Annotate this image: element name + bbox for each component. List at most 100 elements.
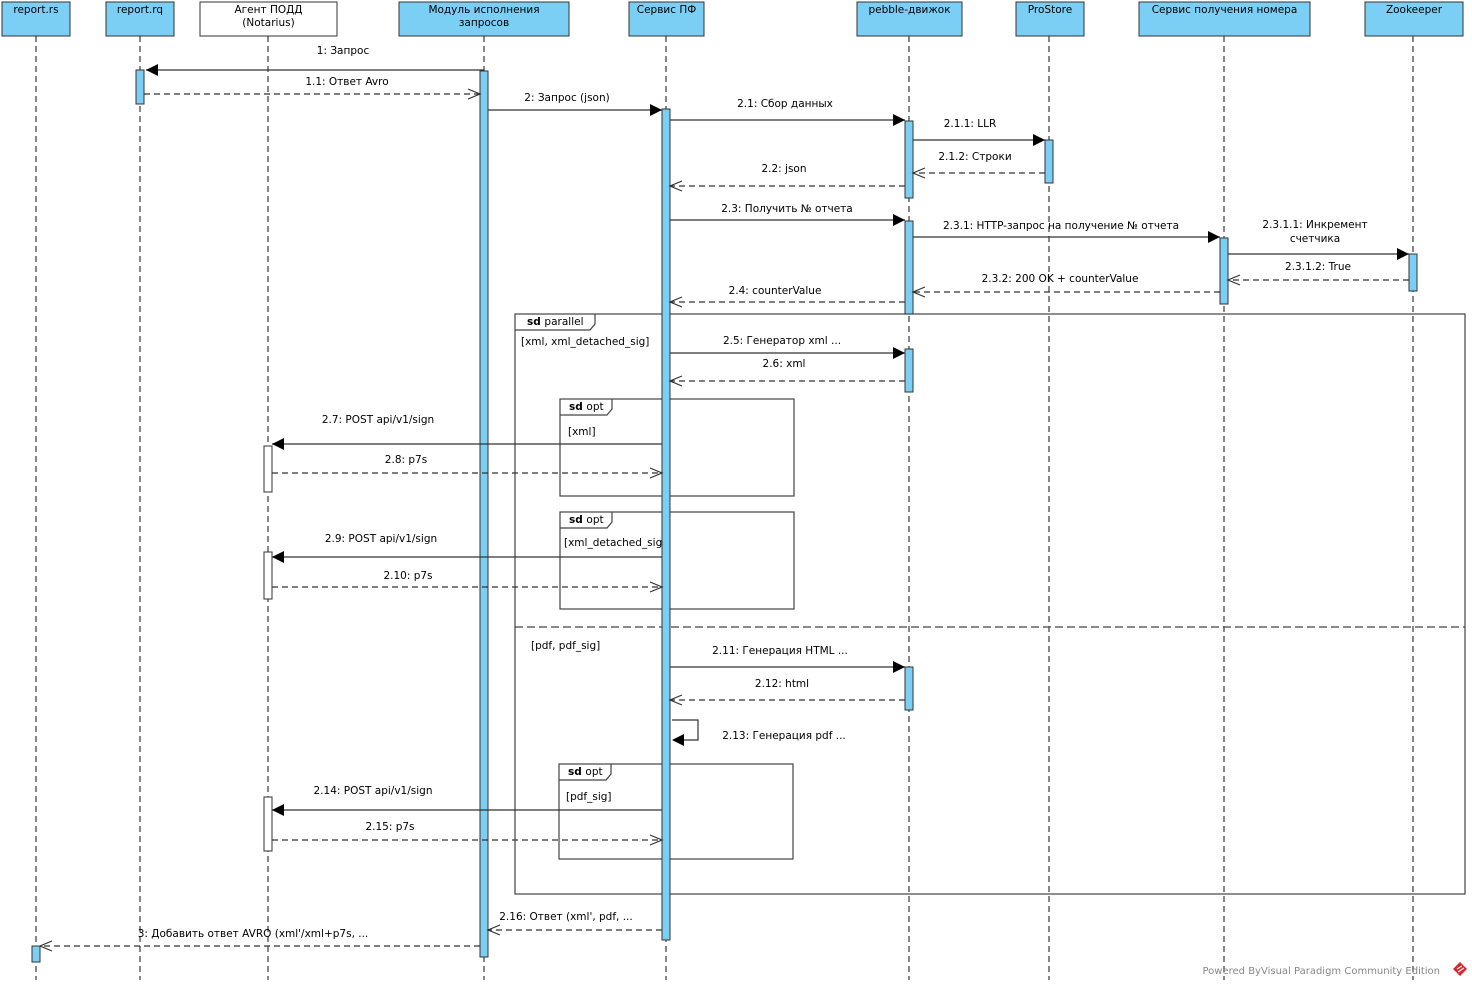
message-arrow: 2: Запрос (json) <box>488 92 662 116</box>
arrowhead-filled-icon <box>272 438 284 450</box>
message-label: 3: Добавить ответ AVRO (xml'/xml+p7s, ..… <box>138 928 369 940</box>
fragment-guard: [pdf_sig] <box>566 791 612 803</box>
message-label: 2.3.2: 200 OK + counterValue <box>982 273 1139 285</box>
fragment-opt: sd opt [xml] <box>559 398 795 497</box>
message-label: 2.11: Генерация HTML ... <box>712 645 848 657</box>
fragment-label: sd opt <box>569 401 604 413</box>
message-label: 2.1.1: LLR <box>944 118 997 130</box>
activation-bar-pebble <box>904 348 914 393</box>
fragment-guard: [xml_detached_sig] <box>564 537 666 549</box>
activation-bar-pebble <box>904 120 914 199</box>
message-arrow: 2.1: Сбор данных <box>670 98 905 126</box>
arrowhead-filled-icon <box>893 114 905 126</box>
activation-bar-agent <box>263 551 273 600</box>
arrowhead-filled-icon <box>146 64 158 76</box>
message-label: 2.4: counterValue <box>729 285 822 297</box>
participant-box <box>398 1 570 37</box>
participant-label: запросов <box>459 17 509 29</box>
participant-rq: report.rq <box>105 1 175 37</box>
fragment-label: sd opt <box>568 766 603 778</box>
activation-bar-pebble <box>904 220 914 315</box>
message-arrow: 3: Добавить ответ AVRO (xml'/xml+p7s, ..… <box>38 928 480 952</box>
arrowhead-open-icon <box>649 581 664 593</box>
message-label: 2.5: Генератор xml ... <box>723 335 841 347</box>
message-arrow: 2.12: html <box>668 678 905 706</box>
activation-bar-pebble <box>904 666 914 711</box>
activation-bar-counter <box>1219 237 1229 305</box>
activation-bar-zoo <box>1408 253 1418 292</box>
message-arrow: 2.3.2: 200 OK + counterValue <box>911 273 1220 298</box>
participant-box <box>1364 1 1464 37</box>
fragment-frame <box>514 313 1466 895</box>
fragment-tab <box>559 764 612 781</box>
fragment-frame <box>558 763 794 860</box>
arrowhead-open-icon <box>486 924 501 936</box>
message-arrow: 2.6: xml <box>668 358 905 387</box>
message-arrow: 2.3: Получить № отчета <box>670 203 905 226</box>
fragment-opt: sd opt [xml_detached_sig] <box>559 511 795 610</box>
message-label: 2.8: p7s <box>385 454 427 466</box>
participant-label: Сервис ПФ <box>637 4 697 16</box>
message-arrow: 1: Запрос <box>146 45 484 76</box>
message-arrow: 1.1: Ответ Avro <box>144 76 482 100</box>
message-label: 2.3.1.2: True <box>1285 261 1351 273</box>
message-label: 2.12: html <box>755 678 809 690</box>
message-line <box>672 719 699 741</box>
message-label: 2: Запрос (json) <box>524 92 609 104</box>
activation-bar-rs <box>31 945 41 963</box>
arrowhead-open-icon <box>911 167 926 179</box>
message-arrow: 2.14: POST api/v1/sign <box>272 785 662 816</box>
message-arrow: 2.2: json <box>668 163 905 192</box>
arrowhead-open-icon <box>668 375 683 387</box>
participant-pebble: pebble-движок <box>856 1 963 37</box>
message-arrow: 2.13: Генерация pdf ... <box>672 719 846 746</box>
visual-paradigm-logo-icon <box>1453 962 1467 976</box>
fragment-parallel: sd parallel [xml, xml_detached_sig] [pdf, … <box>514 313 1466 895</box>
arrowhead-open-icon <box>911 286 926 298</box>
participant-box <box>1138 1 1311 37</box>
message-arrow: 2.3.1.2: True <box>1226 261 1409 286</box>
fragment-label: sd opt <box>569 514 604 526</box>
participant-zoo: Zookeeper <box>1364 1 1464 37</box>
participant-label: pebble-движок <box>868 4 950 16</box>
arrowhead-filled-icon <box>893 214 905 226</box>
arrowhead-filled-icon <box>1033 134 1045 146</box>
message-label: счетчика <box>1290 233 1340 245</box>
arrowhead-open-icon <box>1226 274 1241 286</box>
participant-agent: Агент ПОДД(Notarius) <box>199 1 338 37</box>
message-arrow: 2.16: Ответ (xml', pdf, ... <box>486 911 662 936</box>
arrowhead-filled-icon <box>1397 248 1409 260</box>
message-label: 2.2: json <box>761 163 806 175</box>
arrowhead-filled-icon <box>1208 231 1220 243</box>
participant-box <box>1015 1 1085 37</box>
message-label: 2.7: POST api/v1/sign <box>322 414 434 426</box>
message-label: 2.14: POST api/v1/sign <box>314 785 433 797</box>
activation-bar-agent <box>263 796 273 852</box>
participant-rs: report.rs <box>1 1 71 37</box>
participant-label: report.rq <box>117 4 163 16</box>
message-label: 2.3.1: HTTP-запрос на получение № отчета <box>943 220 1179 232</box>
arrowhead-filled-icon <box>650 104 662 116</box>
arrowhead-open-icon <box>668 296 683 308</box>
arrowhead-filled-icon <box>272 804 284 816</box>
message-arrow: 2.3.1: HTTP-запрос на получение № отчета <box>913 220 1220 243</box>
participant-label: report.rs <box>13 4 58 16</box>
participant-label: Модуль исполнения <box>428 4 539 16</box>
participant-label: Агент ПОДД <box>234 4 302 16</box>
participant-box <box>105 1 175 37</box>
arrowhead-open-icon <box>467 88 482 100</box>
participant-label: Сервис получения номера <box>1152 4 1298 16</box>
message-arrow: 2.3.1.1: Инкремент счетчика <box>1228 219 1409 260</box>
participant-box <box>1 1 71 37</box>
participant-prostore: ProStore <box>1015 1 1085 37</box>
participant-label: (Notarius) <box>242 17 294 29</box>
activation-bar-prostore <box>1044 139 1054 184</box>
message-arrow: 2.11: Генерация HTML ... <box>670 645 905 673</box>
arrowhead-open-icon <box>649 834 664 846</box>
message-arrow: 2.1.1: LLR <box>913 118 1045 146</box>
participant-counter: Сервис получения номера <box>1138 1 1311 37</box>
arrowhead-open-icon <box>668 694 683 706</box>
participant-box <box>628 1 705 37</box>
fragment-guard: [pdf, pdf_sig] <box>531 640 600 652</box>
